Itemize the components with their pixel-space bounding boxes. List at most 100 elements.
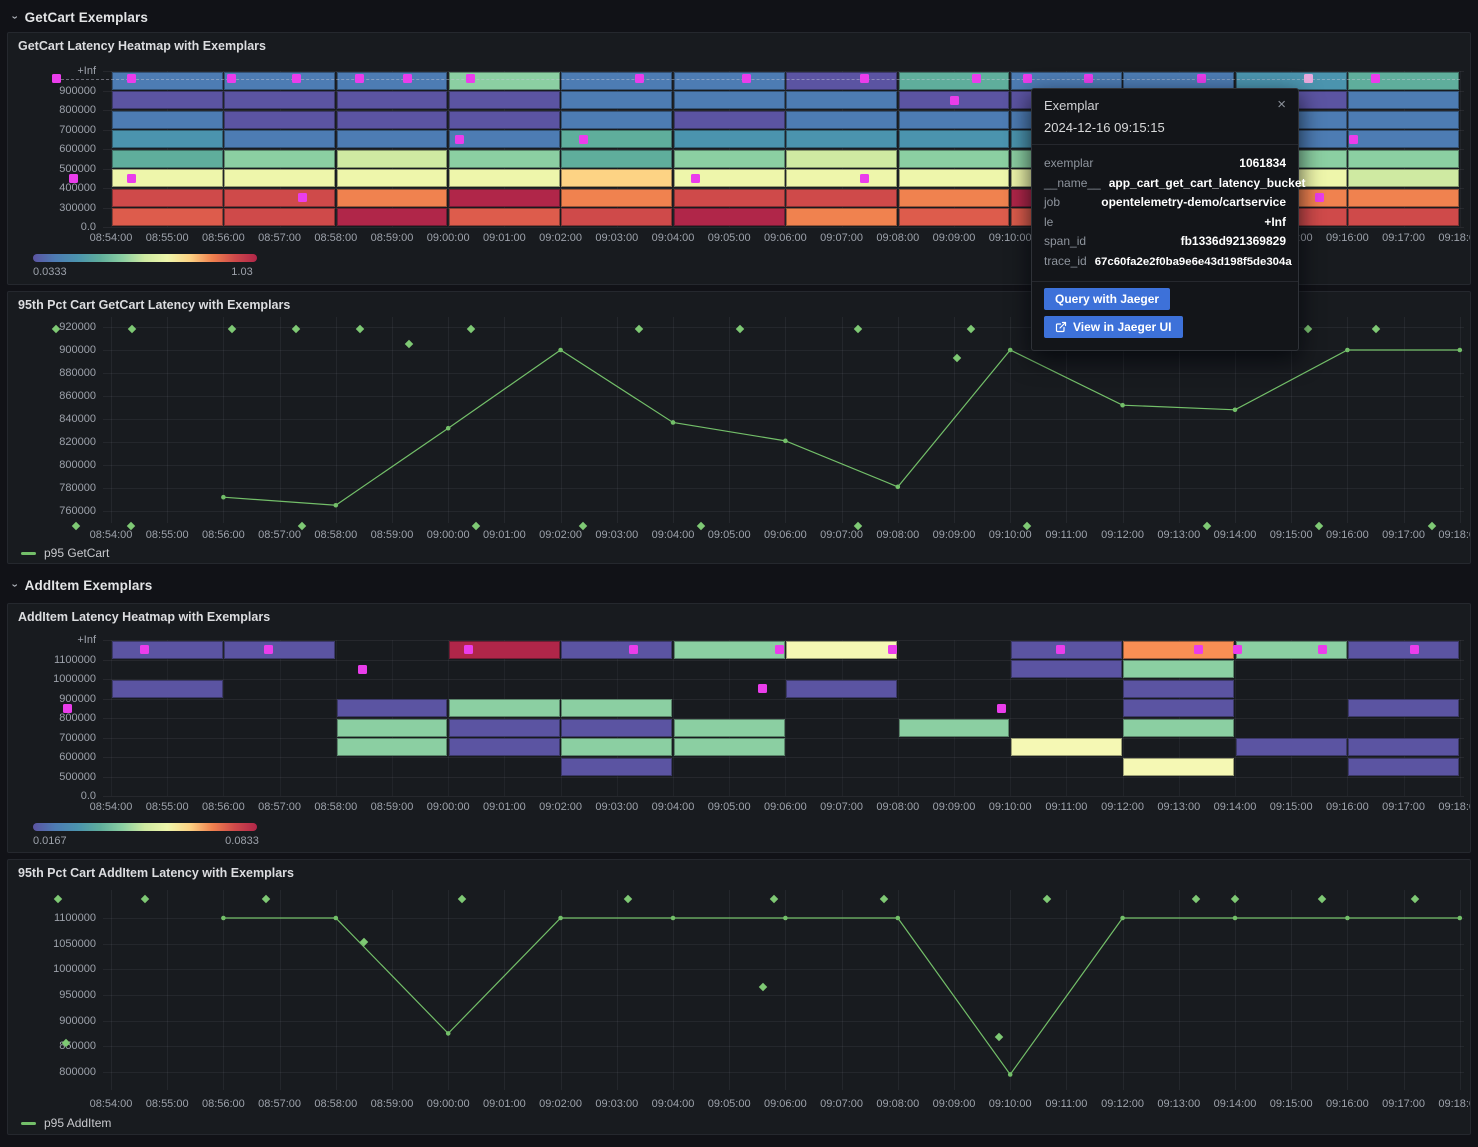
y-axis-tick-label: 800000 bbox=[59, 712, 96, 724]
exemplar-marker[interactable] bbox=[68, 173, 78, 183]
y-axis-tick-label: 950000 bbox=[59, 988, 96, 1001]
panel-title-getcart-line[interactable]: 95th Pct Cart GetCart Latency with Exemp… bbox=[18, 298, 291, 312]
panel-title-additem-heatmap[interactable]: AddItem Latency Heatmap with Exemplars bbox=[18, 610, 271, 624]
exemplar-marker[interactable] bbox=[634, 74, 644, 84]
exemplar-marker[interactable] bbox=[1371, 74, 1380, 84]
panel-title-additem-line[interactable]: 95th Pct Cart AddItem Latency with Exemp… bbox=[18, 866, 295, 880]
query-with-jaeger-button[interactable]: Query with Jaeger bbox=[1044, 288, 1171, 310]
x-axis-tick-label: 09:15:00 bbox=[1269, 529, 1313, 541]
exemplar-marker[interactable] bbox=[227, 74, 237, 84]
heatmap-cell bbox=[1123, 640, 1235, 659]
heatmap-cell bbox=[224, 208, 335, 227]
section-header-getcart[interactable]: › GetCart Exemplars bbox=[0, 4, 1478, 30]
exemplar-marker[interactable] bbox=[1196, 74, 1206, 84]
exemplar-marker[interactable] bbox=[690, 173, 700, 183]
exemplar-marker[interactable] bbox=[403, 74, 413, 84]
x-axis-tick-label: 08:54:00 bbox=[89, 801, 133, 813]
exemplar-marker[interactable] bbox=[1348, 134, 1358, 144]
chevron-down-icon[interactable]: › bbox=[8, 583, 21, 587]
exemplar-marker[interactable] bbox=[1056, 645, 1066, 655]
exemplar-marker[interactable] bbox=[1084, 74, 1094, 84]
exemplar-marker[interactable] bbox=[1410, 645, 1420, 655]
exemplar-marker[interactable] bbox=[291, 74, 301, 84]
exemplar-marker[interactable] bbox=[1233, 645, 1243, 655]
chevron-down-icon[interactable]: › bbox=[8, 15, 21, 19]
exemplar-marker[interactable] bbox=[127, 173, 137, 183]
exemplar-marker[interactable] bbox=[466, 74, 476, 84]
heatmap-cell bbox=[673, 91, 785, 110]
heatmap-cell bbox=[224, 91, 335, 110]
gridline bbox=[103, 659, 1464, 661]
view-in-jaeger-ui-button[interactable]: View in Jaeger UI bbox=[1044, 316, 1183, 338]
gridline bbox=[103, 168, 1464, 170]
section-header-additem[interactable]: › AddItem Exemplars bbox=[0, 572, 1478, 598]
data-point bbox=[895, 484, 901, 490]
heatmap-cell bbox=[1123, 71, 1235, 90]
x-axis-tick-label: 08:57:00 bbox=[258, 232, 302, 244]
exemplar-marker[interactable] bbox=[355, 74, 365, 84]
x-axis-tick-label: 09:09:00 bbox=[932, 1098, 976, 1110]
x-axis-tick-label: 09:17:00 bbox=[1382, 232, 1426, 244]
heatmap-cell bbox=[336, 699, 448, 718]
x-axis-tick-label: 09:10:00 bbox=[988, 529, 1032, 541]
exemplar-marker-selected[interactable] bbox=[1303, 74, 1313, 84]
gridline bbox=[504, 317, 506, 523]
external-link-icon bbox=[1055, 321, 1067, 333]
gridline bbox=[103, 396, 1464, 397]
data-point bbox=[445, 1031, 451, 1036]
exemplar-marker[interactable] bbox=[859, 74, 869, 84]
exemplar-marker[interactable] bbox=[127, 74, 137, 84]
exemplar-marker[interactable] bbox=[297, 193, 307, 203]
exemplar-marker[interactable] bbox=[1314, 193, 1324, 203]
exemplar-marker[interactable] bbox=[775, 645, 785, 655]
exemplar-marker[interactable] bbox=[454, 134, 464, 144]
gridline bbox=[841, 317, 843, 523]
series-legend-label[interactable]: p95 AddItem bbox=[44, 1116, 112, 1130]
x-axis-tick-label: 09:08:00 bbox=[876, 529, 920, 541]
exemplar-marker[interactable] bbox=[949, 95, 959, 105]
close-icon[interactable]: × bbox=[1277, 96, 1286, 113]
additem-heatmap-plot: +Inf 1100000 1000000 900000 800000 700000 6000… bbox=[8, 604, 1470, 852]
x-axis-tick-label: 09:00:00 bbox=[426, 801, 470, 813]
exemplar-marker[interactable] bbox=[997, 703, 1007, 713]
gridline bbox=[785, 317, 787, 523]
x-axis-tick-label: 09:17:00 bbox=[1382, 1098, 1426, 1110]
heatmap-cell bbox=[1348, 699, 1459, 718]
heatmap-cell bbox=[561, 188, 673, 207]
data-point bbox=[783, 915, 788, 921]
gridline bbox=[616, 317, 618, 523]
exemplar-marker[interactable] bbox=[758, 684, 768, 694]
x-axis-tick-label: 09:18:00 bbox=[1438, 801, 1470, 813]
gridline bbox=[103, 511, 1464, 512]
gridline bbox=[729, 640, 731, 796]
additem-line-plot: 1100000 1050000 1000000 950000 900000 850000 8… bbox=[8, 860, 1470, 1134]
exemplar-marker[interactable] bbox=[140, 645, 150, 655]
gridline bbox=[448, 71, 450, 227]
gridline bbox=[1459, 890, 1461, 1090]
x-axis-tick-label: 09:01:00 bbox=[482, 529, 526, 541]
exemplar-marker[interactable] bbox=[971, 74, 981, 84]
exemplar-marker[interactable] bbox=[51, 74, 61, 84]
x-axis-tick-label: 09:09:00 bbox=[932, 232, 976, 244]
exemplar-marker[interactable] bbox=[859, 173, 869, 183]
exemplar-marker[interactable] bbox=[63, 703, 73, 713]
legend-item-p95-getcart[interactable]: p95 GetCart bbox=[21, 546, 109, 560]
data-point bbox=[783, 438, 788, 444]
gridline bbox=[103, 1071, 1464, 1073]
x-axis-tick-label: 09:07:00 bbox=[820, 1098, 864, 1110]
panel-title-getcart-heatmap[interactable]: GetCart Latency Heatmap with Exemplars bbox=[18, 39, 266, 53]
exemplar-marker[interactable] bbox=[629, 645, 639, 655]
exemplar-marker[interactable] bbox=[741, 74, 751, 84]
exemplar-marker[interactable] bbox=[464, 645, 474, 655]
exemplar-marker[interactable] bbox=[263, 645, 273, 655]
series-legend-label[interactable]: p95 GetCart bbox=[44, 546, 110, 560]
tooltip-title: Exemplar bbox=[1044, 98, 1099, 113]
exemplar-marker[interactable] bbox=[1193, 645, 1203, 655]
exemplar-marker[interactable] bbox=[1317, 645, 1327, 655]
x-axis-tick-label: 08:59:00 bbox=[370, 232, 414, 244]
legend-item-p95-additem[interactable]: p95 AddItem bbox=[21, 1116, 111, 1130]
exemplar-marker[interactable] bbox=[1022, 74, 1032, 84]
exemplar-marker[interactable] bbox=[887, 645, 897, 655]
exemplar-marker[interactable] bbox=[357, 664, 367, 674]
exemplar-marker[interactable] bbox=[578, 134, 588, 144]
